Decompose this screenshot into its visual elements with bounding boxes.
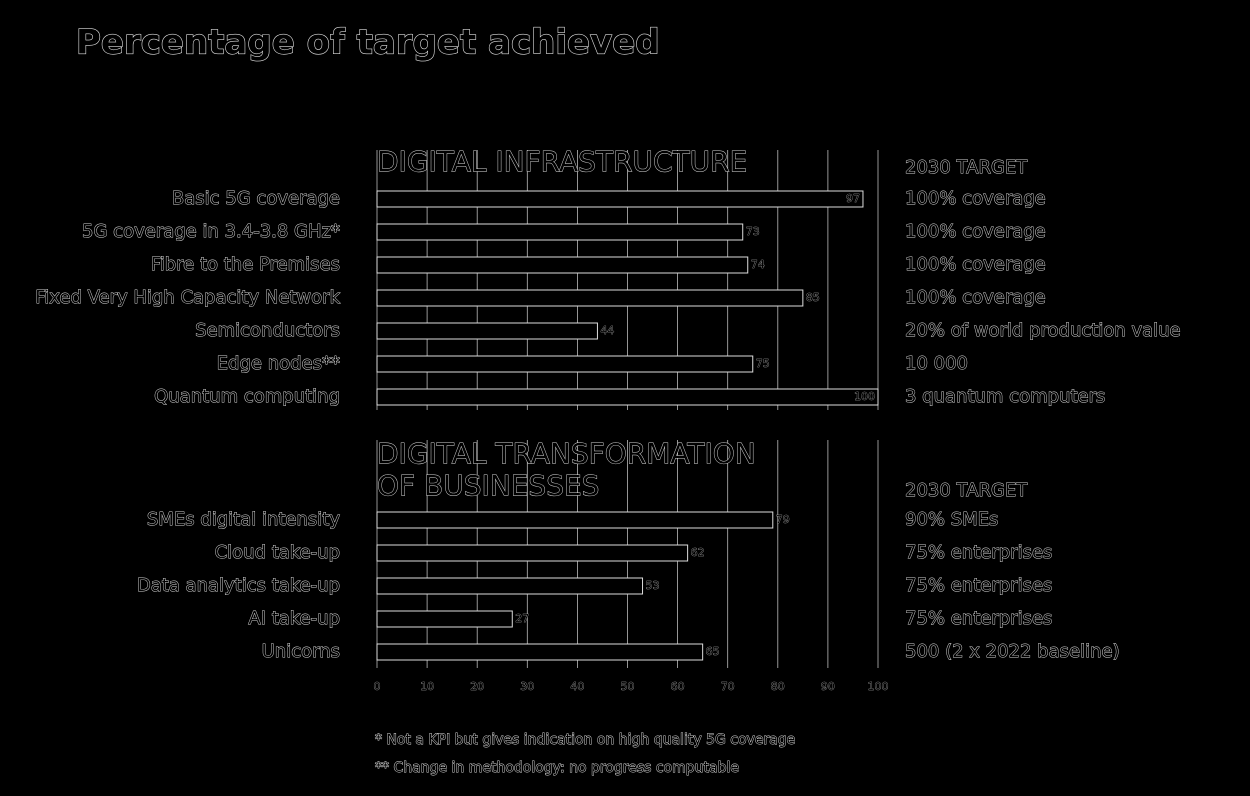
- category-label: Fibre to the Premises: [151, 254, 340, 275]
- bar: [376, 322, 598, 340]
- bar: [376, 388, 879, 406]
- bar: [376, 544, 689, 562]
- category-label: Semiconductors: [195, 320, 340, 341]
- target-label: 100% coverage: [905, 254, 1046, 275]
- category-label: Cloud take-up: [215, 542, 340, 563]
- category-label: Edge nodes**: [217, 353, 340, 374]
- bar: [376, 511, 774, 529]
- target-label: 75% enterprises: [905, 542, 1052, 563]
- x-tick-label: 30: [520, 680, 534, 693]
- section-title: DIGITAL INFRASTRUCTURE: [377, 145, 747, 178]
- value-label: 73: [746, 225, 760, 238]
- x-tick-label: 10: [420, 680, 434, 693]
- target-label: 75% enterprises: [905, 575, 1052, 596]
- x-tick-label: 80: [771, 680, 785, 693]
- target-label: 100% coverage: [905, 221, 1046, 242]
- value-label: 97: [846, 192, 860, 205]
- bar: [376, 223, 744, 241]
- value-label: 100: [854, 390, 875, 403]
- value-label: 85: [806, 291, 820, 304]
- x-tick-label: 50: [621, 680, 635, 693]
- category-label: SMEs digital intensity: [147, 509, 340, 530]
- value-label: 44: [600, 324, 614, 337]
- section-title: DIGITAL TRANSFORMATION: [377, 437, 756, 470]
- bar: [376, 190, 864, 208]
- x-tick-label: 90: [821, 680, 835, 693]
- target-label: 500 (2 x 2022 baseline): [905, 641, 1120, 662]
- category-label: Basic 5G coverage: [172, 188, 340, 209]
- target-label: 20% of world production value: [905, 320, 1181, 341]
- value-label: 74: [751, 258, 765, 271]
- category-label: Quantum computing: [154, 386, 340, 407]
- value-label: 75: [756, 357, 770, 370]
- target-header: 2030 TARGET: [905, 480, 1028, 501]
- x-tick-label: 0: [374, 680, 381, 693]
- bar: [376, 256, 749, 274]
- bar: [376, 577, 644, 595]
- section-title: OF BUSINESSES: [377, 469, 599, 502]
- target-header: 2030 TARGET: [905, 157, 1028, 178]
- category-label: Unicorns: [262, 641, 340, 662]
- x-tick-label: 40: [570, 680, 584, 693]
- target-label: 3 quantum computers: [905, 386, 1105, 407]
- category-label: Data analytics take-up: [137, 575, 340, 596]
- value-label: 53: [646, 579, 660, 592]
- category-label: Fixed Very High Capacity Network: [35, 287, 340, 308]
- category-label: 5G coverage in 3.4-3.8 GHz*: [82, 221, 340, 242]
- x-tick-label: 20: [470, 680, 484, 693]
- x-tick-label: 60: [671, 680, 685, 693]
- target-label: 100% coverage: [905, 188, 1046, 209]
- target-label: 10 000: [905, 353, 968, 374]
- bar: [376, 610, 513, 628]
- bar: [376, 289, 804, 307]
- target-label: 90% SMEs: [905, 509, 998, 530]
- target-label: 75% enterprises: [905, 608, 1052, 629]
- value-label: 65: [706, 645, 720, 658]
- footnote: * Not a KPI but gives indication on high…: [375, 732, 795, 748]
- value-label: 79: [776, 513, 790, 526]
- x-tick-label: 70: [721, 680, 735, 693]
- value-label: 27: [515, 612, 529, 625]
- bar: [376, 643, 704, 661]
- value-label: 62: [691, 546, 705, 559]
- category-label: AI take-up: [248, 608, 340, 629]
- bar: [376, 355, 754, 373]
- page-title: Percentage of target achieved: [76, 23, 660, 63]
- target-label: 100% coverage: [905, 287, 1046, 308]
- x-tick-label: 100: [868, 680, 889, 693]
- footnote: ** Change in methodology: no progress co…: [375, 760, 739, 776]
